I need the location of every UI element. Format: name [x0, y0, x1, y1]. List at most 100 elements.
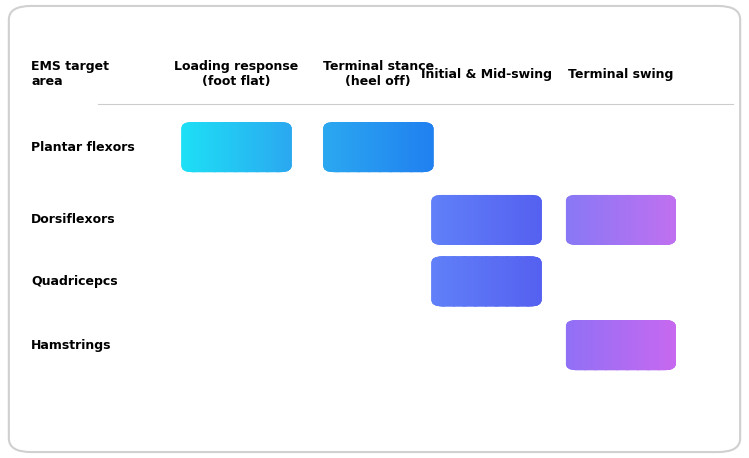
Bar [452, 195, 454, 245]
Bar [584, 320, 586, 370]
Bar [655, 320, 656, 370]
Bar [577, 320, 579, 370]
Bar [491, 256, 492, 306]
Bar [588, 320, 589, 370]
Bar [260, 122, 261, 172]
Bar [415, 122, 416, 172]
Bar [530, 195, 532, 245]
Bar [541, 195, 542, 245]
Bar [350, 122, 351, 172]
Bar [472, 195, 473, 245]
Bar [285, 122, 287, 172]
Bar [439, 195, 440, 245]
Bar [506, 195, 508, 245]
Bar [394, 122, 395, 172]
Bar [258, 122, 260, 172]
Bar [642, 195, 643, 245]
Bar [643, 320, 644, 370]
Bar [188, 122, 189, 172]
Bar [485, 256, 487, 306]
Bar [195, 122, 196, 172]
Bar [567, 320, 568, 370]
Bar [212, 122, 213, 172]
Bar [621, 320, 622, 370]
Bar [396, 122, 398, 172]
Bar [501, 195, 503, 245]
Bar [184, 122, 185, 172]
Bar [668, 195, 670, 245]
Bar [352, 122, 354, 172]
Bar [511, 195, 512, 245]
Bar [446, 195, 447, 245]
Bar [231, 122, 232, 172]
Bar [237, 122, 239, 172]
Bar [616, 320, 618, 370]
Bar [511, 256, 512, 306]
Bar [604, 195, 606, 245]
Bar [386, 122, 387, 172]
Bar [486, 256, 488, 306]
Bar [383, 122, 385, 172]
Bar [267, 122, 269, 172]
Bar [324, 122, 326, 172]
Bar [602, 195, 604, 245]
Bar [632, 320, 633, 370]
Bar [390, 122, 392, 172]
Bar [581, 195, 583, 245]
Bar [479, 195, 480, 245]
Bar [458, 256, 459, 306]
Bar [632, 195, 633, 245]
Bar [486, 195, 488, 245]
Bar [337, 122, 339, 172]
Bar [442, 195, 443, 245]
Bar [419, 122, 421, 172]
Bar [431, 122, 433, 172]
Bar [327, 122, 328, 172]
Bar [668, 320, 670, 370]
Bar [623, 195, 625, 245]
Bar [446, 256, 447, 306]
Bar [270, 122, 271, 172]
Bar [279, 122, 280, 172]
Bar [533, 256, 534, 306]
Bar [661, 320, 662, 370]
Bar [251, 122, 252, 172]
Bar [481, 195, 482, 245]
Bar [478, 256, 479, 306]
Bar [446, 195, 448, 245]
Bar [462, 256, 464, 306]
Bar [355, 122, 357, 172]
Bar [575, 195, 577, 245]
Bar [494, 195, 496, 245]
Bar [455, 195, 456, 245]
Bar [239, 122, 240, 172]
Bar [672, 320, 673, 370]
Bar [571, 320, 572, 370]
Bar [348, 122, 349, 172]
Bar [512, 256, 513, 306]
Bar [463, 256, 464, 306]
Bar [246, 122, 248, 172]
Bar [216, 122, 217, 172]
Bar [462, 195, 464, 245]
Bar [575, 320, 577, 370]
Bar [651, 320, 652, 370]
Bar [598, 320, 599, 370]
Bar [281, 122, 282, 172]
Bar [583, 195, 585, 245]
Bar [332, 122, 333, 172]
Bar [528, 195, 530, 245]
Bar [366, 122, 368, 172]
Bar [376, 122, 377, 172]
Bar [449, 256, 450, 306]
Bar [434, 195, 435, 245]
Bar [497, 195, 499, 245]
Bar [282, 122, 283, 172]
Bar [580, 195, 581, 245]
Bar [459, 256, 461, 306]
Bar [602, 320, 604, 370]
Bar [273, 122, 274, 172]
Bar [461, 256, 463, 306]
Bar [643, 195, 644, 245]
Bar [225, 122, 227, 172]
